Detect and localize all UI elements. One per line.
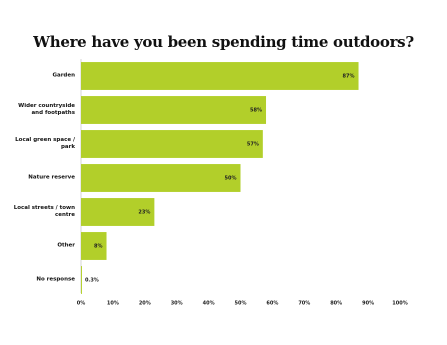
bar	[81, 164, 241, 192]
x-tick-label: 60%	[266, 301, 278, 307]
y-tick-label: Wider countryside and footpaths	[18, 103, 75, 116]
x-tick-label: 20%	[139, 301, 151, 307]
data-label: 8%	[94, 244, 103, 250]
x-tick-label: 30%	[171, 301, 183, 307]
y-tick-label: Other	[57, 242, 75, 249]
data-label: 87%	[343, 74, 355, 80]
data-label: 0.3%	[85, 278, 99, 284]
y-tick-label: Garden	[52, 72, 75, 79]
x-tick-label: 90%	[362, 301, 374, 307]
chart-title: Where have you been spending time outdoo…	[33, 33, 414, 51]
x-tick-label: 10%	[107, 301, 119, 307]
x-tick-label: 80%	[330, 301, 342, 307]
bar	[81, 232, 107, 260]
x-tick-label: 50%	[235, 301, 247, 307]
bar	[81, 96, 267, 124]
data-label: 23%	[138, 210, 150, 216]
y-tick-label: Local streets / town centre	[13, 205, 75, 218]
y-tick-label: No response	[36, 276, 75, 283]
x-tick-label: 100%	[392, 301, 407, 307]
data-label: 50%	[225, 176, 237, 182]
bar	[81, 198, 155, 226]
bar	[81, 62, 359, 90]
y-tick-label: Local green space / park	[15, 137, 75, 150]
bar	[81, 266, 82, 294]
data-label: 57%	[247, 142, 259, 148]
x-tick-label: 0%	[77, 301, 86, 307]
y-tick-label: Nature reserve	[28, 174, 75, 181]
x-tick-label: 70%	[298, 301, 310, 307]
x-tick-label: 40%	[203, 301, 215, 307]
data-label: 58%	[250, 108, 262, 114]
bar	[81, 130, 263, 158]
